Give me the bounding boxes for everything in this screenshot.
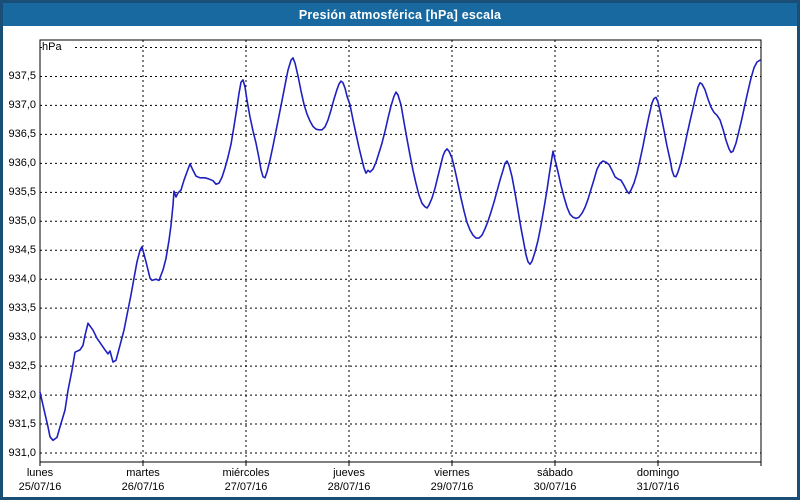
plot-border xyxy=(39,39,762,463)
chart-title-bar: Presión atmosférica [hPa] escala xyxy=(3,3,797,26)
chart-title: Presión atmosférica [hPa] escala xyxy=(298,7,502,22)
pressure-series-line xyxy=(39,57,761,442)
